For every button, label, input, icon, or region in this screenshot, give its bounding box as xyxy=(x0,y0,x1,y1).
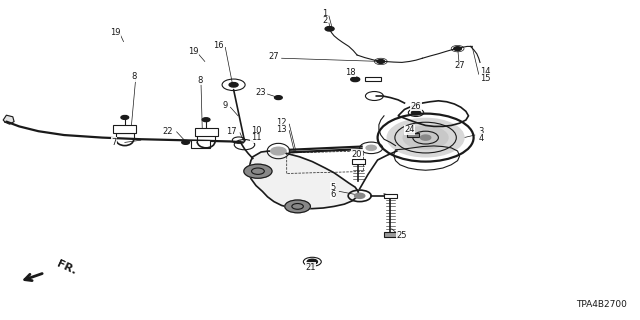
Circle shape xyxy=(271,147,286,155)
Text: FR.: FR. xyxy=(55,259,78,276)
Text: 16: 16 xyxy=(214,41,224,50)
Bar xyxy=(352,159,365,164)
Text: 11: 11 xyxy=(251,133,261,142)
Circle shape xyxy=(351,77,360,82)
Text: 24: 24 xyxy=(404,125,415,134)
Text: 17: 17 xyxy=(227,127,237,136)
Bar xyxy=(191,140,210,148)
Circle shape xyxy=(202,118,210,122)
Circle shape xyxy=(377,60,385,63)
Text: 27: 27 xyxy=(454,61,465,70)
Text: 15: 15 xyxy=(480,74,490,83)
Circle shape xyxy=(366,145,376,150)
Text: 23: 23 xyxy=(255,88,266,97)
Text: 21: 21 xyxy=(305,263,316,272)
Text: 4: 4 xyxy=(479,134,484,143)
Text: 20: 20 xyxy=(352,150,362,159)
Bar xyxy=(384,232,397,237)
Circle shape xyxy=(244,164,272,178)
Circle shape xyxy=(420,135,431,140)
Circle shape xyxy=(121,116,129,119)
Circle shape xyxy=(275,96,282,100)
Text: 10: 10 xyxy=(251,126,261,135)
Text: 19: 19 xyxy=(110,28,120,37)
Text: 8: 8 xyxy=(197,76,202,84)
Text: 26: 26 xyxy=(411,102,421,111)
Text: 8: 8 xyxy=(132,72,137,81)
Text: 12: 12 xyxy=(276,118,287,127)
Text: 5: 5 xyxy=(330,183,335,192)
Text: 25: 25 xyxy=(397,231,407,240)
Bar xyxy=(407,133,419,137)
Circle shape xyxy=(355,193,365,198)
Text: 3: 3 xyxy=(479,127,484,136)
Text: 14: 14 xyxy=(480,67,490,76)
Circle shape xyxy=(285,200,310,213)
Text: 22: 22 xyxy=(163,127,173,136)
Circle shape xyxy=(412,110,420,115)
Circle shape xyxy=(454,47,461,51)
Text: 13: 13 xyxy=(276,125,287,134)
Circle shape xyxy=(325,27,334,31)
Circle shape xyxy=(229,83,238,87)
Polygon shape xyxy=(250,151,358,209)
Text: 19: 19 xyxy=(188,47,198,56)
Text: 9: 9 xyxy=(223,101,228,110)
Circle shape xyxy=(307,259,317,264)
Circle shape xyxy=(403,126,448,149)
Text: TPA4B2700: TPA4B2700 xyxy=(577,300,627,309)
Text: 18: 18 xyxy=(346,68,356,76)
Circle shape xyxy=(182,140,189,144)
Bar xyxy=(384,194,397,198)
Bar xyxy=(365,77,381,81)
Text: 27: 27 xyxy=(269,52,279,61)
Bar xyxy=(113,125,136,133)
Text: 1: 1 xyxy=(323,9,328,18)
Polygon shape xyxy=(3,115,14,124)
Text: 7: 7 xyxy=(111,138,116,147)
Text: 6: 6 xyxy=(330,190,335,199)
Bar xyxy=(195,128,218,136)
Circle shape xyxy=(387,118,464,157)
Text: 2: 2 xyxy=(323,16,328,25)
